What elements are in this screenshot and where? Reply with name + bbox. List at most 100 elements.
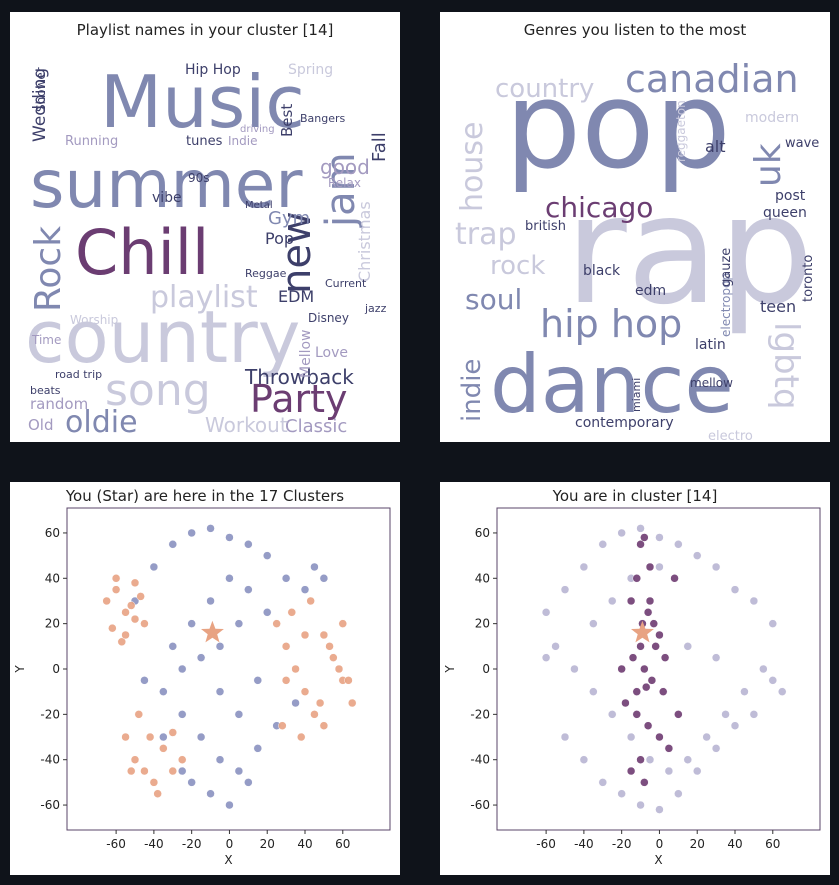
point	[168, 766, 178, 776]
point	[278, 721, 287, 730]
point	[777, 687, 787, 696]
word: Bangers	[300, 112, 346, 125]
point	[626, 766, 636, 776]
point	[196, 653, 206, 662]
point	[291, 664, 300, 674]
word: modern	[745, 110, 799, 126]
point	[655, 805, 664, 814]
point	[130, 755, 140, 764]
point	[159, 744, 168, 753]
word: latin	[695, 337, 726, 353]
star-marker	[631, 620, 654, 643]
point	[759, 664, 768, 674]
point	[692, 766, 702, 776]
word: Party	[250, 377, 348, 421]
point	[177, 664, 187, 674]
point	[632, 574, 642, 583]
point	[636, 642, 645, 651]
word: new	[274, 211, 320, 294]
word: Time	[31, 333, 61, 347]
y-tick-label: -60	[470, 798, 490, 812]
word: Fall	[369, 132, 390, 162]
x-tick-label: 60	[765, 837, 780, 851]
point	[117, 637, 127, 647]
word: canadian	[625, 57, 799, 101]
point	[740, 687, 749, 696]
y-tick-label: -20	[40, 707, 60, 721]
point	[319, 721, 329, 730]
point	[589, 687, 598, 696]
point	[651, 642, 660, 651]
point	[215, 642, 225, 651]
point	[281, 574, 291, 583]
word: Spring	[288, 62, 333, 78]
point	[768, 619, 778, 628]
word: Shower	[34, 67, 48, 112]
point	[225, 800, 234, 810]
x-tick-label: 60	[335, 837, 350, 851]
point	[300, 687, 310, 696]
point	[589, 619, 598, 628]
point	[636, 540, 645, 549]
point	[262, 608, 272, 617]
word: trap	[455, 217, 517, 252]
word: hip hop	[540, 302, 682, 346]
word: british	[525, 219, 566, 234]
panel	[440, 482, 830, 875]
point	[711, 562, 721, 572]
point	[674, 710, 683, 719]
point	[617, 664, 626, 674]
word: Christmas	[355, 201, 374, 282]
point	[130, 614, 140, 624]
word: teen	[760, 297, 796, 316]
point	[660, 653, 670, 662]
x-axis-label: X	[654, 853, 662, 867]
point	[187, 528, 196, 538]
point	[206, 789, 215, 798]
y-tick-label: -60	[40, 798, 60, 812]
point	[730, 585, 740, 594]
word: Wedding	[30, 68, 50, 142]
point	[683, 755, 693, 764]
point	[645, 596, 655, 606]
point	[225, 533, 234, 542]
word: vibe	[152, 190, 182, 206]
point	[645, 562, 655, 572]
point	[168, 728, 178, 737]
point	[145, 732, 155, 742]
word: playlist	[150, 280, 258, 315]
word: Workout	[205, 413, 288, 437]
word: country	[495, 74, 594, 104]
y-axis-label: Y	[443, 665, 457, 674]
point	[607, 710, 617, 719]
point	[598, 778, 608, 787]
point	[626, 596, 636, 606]
point	[674, 789, 683, 798]
point	[640, 778, 649, 787]
word: Disney	[308, 311, 349, 325]
point	[149, 778, 159, 787]
point	[579, 755, 589, 764]
word: house	[455, 122, 490, 212]
point	[281, 642, 291, 651]
point	[206, 596, 215, 606]
point	[598, 540, 608, 549]
point	[126, 766, 136, 776]
point	[310, 710, 319, 719]
x-tick-label: 40	[727, 837, 742, 851]
point	[168, 540, 178, 549]
y-tick-label: -40	[470, 753, 490, 767]
point	[225, 574, 234, 583]
point	[140, 766, 149, 776]
x-tick-label: -20	[612, 837, 632, 851]
x-tick-label: -40	[574, 837, 594, 851]
point	[768, 676, 778, 685]
point	[640, 533, 649, 542]
x-tick-label: -60	[536, 837, 556, 851]
word: Metal	[245, 200, 273, 211]
word: electro	[708, 429, 753, 444]
y-tick-label: 60	[45, 526, 60, 540]
word: dance	[490, 338, 734, 431]
star-marker	[201, 620, 224, 643]
word: indie	[457, 359, 487, 422]
